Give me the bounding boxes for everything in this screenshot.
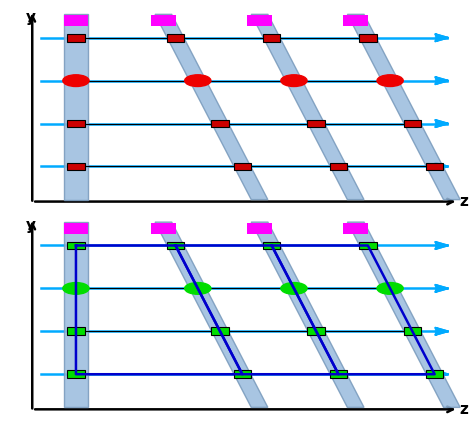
Bar bbox=[263, 34, 281, 42]
Bar bbox=[64, 15, 88, 26]
Circle shape bbox=[281, 282, 307, 294]
Bar bbox=[67, 34, 85, 42]
Polygon shape bbox=[435, 328, 447, 335]
Bar bbox=[151, 223, 176, 234]
Text: y: y bbox=[26, 11, 36, 25]
Bar bbox=[344, 223, 368, 234]
Polygon shape bbox=[347, 14, 460, 200]
Bar bbox=[404, 327, 421, 335]
Polygon shape bbox=[64, 222, 88, 407]
Bar bbox=[212, 120, 229, 128]
Circle shape bbox=[63, 282, 89, 294]
Polygon shape bbox=[435, 120, 447, 127]
Text: y: y bbox=[26, 218, 36, 233]
Bar bbox=[167, 34, 184, 42]
Polygon shape bbox=[435, 120, 447, 127]
Polygon shape bbox=[435, 328, 447, 335]
Polygon shape bbox=[155, 14, 268, 200]
Polygon shape bbox=[435, 77, 447, 84]
Circle shape bbox=[281, 75, 307, 86]
Polygon shape bbox=[435, 34, 447, 41]
Polygon shape bbox=[435, 285, 447, 292]
Bar bbox=[404, 120, 421, 128]
Bar bbox=[307, 120, 325, 128]
Polygon shape bbox=[435, 242, 447, 249]
Bar bbox=[167, 242, 184, 249]
Text: z: z bbox=[460, 194, 469, 209]
Polygon shape bbox=[64, 14, 88, 200]
Bar bbox=[330, 162, 347, 170]
Circle shape bbox=[377, 282, 403, 294]
Text: z: z bbox=[460, 402, 469, 417]
Circle shape bbox=[185, 75, 211, 86]
Bar bbox=[359, 34, 376, 42]
Polygon shape bbox=[251, 14, 364, 200]
Polygon shape bbox=[435, 371, 447, 378]
Bar bbox=[263, 242, 281, 249]
Bar bbox=[67, 242, 85, 249]
Bar bbox=[247, 223, 272, 234]
Bar bbox=[212, 327, 229, 335]
Bar bbox=[359, 242, 376, 249]
Polygon shape bbox=[435, 285, 447, 292]
Polygon shape bbox=[251, 222, 364, 407]
Polygon shape bbox=[435, 163, 447, 170]
Bar bbox=[234, 370, 251, 378]
Bar bbox=[426, 162, 443, 170]
Bar bbox=[307, 327, 325, 335]
Circle shape bbox=[63, 75, 89, 86]
Polygon shape bbox=[435, 163, 447, 170]
Polygon shape bbox=[435, 77, 447, 84]
Polygon shape bbox=[347, 222, 460, 407]
Bar bbox=[330, 370, 347, 378]
Polygon shape bbox=[435, 34, 447, 41]
Bar bbox=[344, 15, 368, 26]
Bar bbox=[426, 370, 443, 378]
Polygon shape bbox=[155, 222, 268, 407]
Bar bbox=[64, 223, 88, 234]
Circle shape bbox=[185, 282, 211, 294]
Circle shape bbox=[377, 75, 403, 86]
Bar bbox=[151, 15, 176, 26]
Polygon shape bbox=[435, 242, 447, 249]
Bar bbox=[67, 370, 85, 378]
Bar bbox=[67, 327, 85, 335]
Polygon shape bbox=[435, 371, 447, 378]
Bar bbox=[247, 15, 272, 26]
Bar bbox=[67, 120, 85, 128]
Bar bbox=[67, 162, 85, 170]
Bar bbox=[234, 162, 251, 170]
